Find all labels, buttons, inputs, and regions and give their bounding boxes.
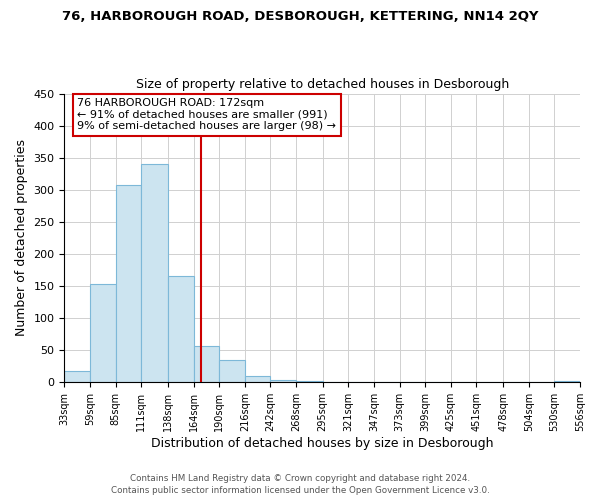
Bar (141, 164, 168, 382)
X-axis label: Distribution of detached houses by size in Desborough: Distribution of detached houses by size … (151, 437, 493, 450)
Bar (296, 381, 323, 382)
Text: Contains HM Land Registry data © Crown copyright and database right 2024.
Contai: Contains HM Land Registry data © Crown c… (110, 474, 490, 495)
Bar (90, 284, 116, 382)
Text: 76 HARBOROUGH ROAD: 172sqm
← 91% of detached houses are smaller (991)
9% of semi: 76 HARBOROUGH ROAD: 172sqm ← 91% of deta… (77, 98, 336, 131)
Bar (64, 371, 90, 382)
Text: 76, HARBOROUGH ROAD, DESBOROUGH, KETTERING, NN14 2QY: 76, HARBOROUGH ROAD, DESBOROUGH, KETTERI… (62, 10, 538, 23)
Bar (194, 346, 219, 383)
Bar (554, 381, 580, 382)
Bar (245, 376, 271, 382)
Bar (168, 276, 194, 382)
Y-axis label: Number of detached properties: Number of detached properties (15, 140, 28, 336)
Bar (271, 380, 296, 382)
Title: Size of property relative to detached houses in Desborough: Size of property relative to detached ho… (136, 78, 509, 91)
Bar (219, 360, 245, 382)
Bar (116, 186, 141, 382)
